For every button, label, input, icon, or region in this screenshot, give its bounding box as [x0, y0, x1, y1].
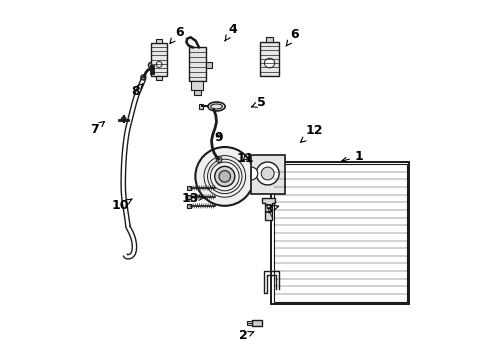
Bar	[151, 43, 167, 76]
Bar	[156, 39, 162, 43]
Text: 6: 6	[285, 28, 298, 46]
Polygon shape	[261, 198, 275, 220]
Text: 9: 9	[214, 131, 223, 144]
Circle shape	[148, 62, 154, 68]
Bar	[205, 62, 212, 68]
Bar	[271, 162, 408, 304]
Text: 12: 12	[300, 124, 323, 142]
Text: 2: 2	[239, 329, 253, 342]
Bar	[156, 76, 162, 80]
Bar	[187, 195, 190, 199]
Circle shape	[261, 167, 274, 180]
Bar	[191, 81, 203, 90]
Text: 10: 10	[112, 199, 132, 212]
Bar	[265, 37, 273, 42]
Bar	[251, 155, 285, 194]
Bar	[251, 320, 262, 326]
Wedge shape	[251, 167, 257, 180]
Text: 3: 3	[264, 203, 278, 216]
Text: 5: 5	[251, 96, 265, 109]
Circle shape	[121, 117, 125, 121]
Bar	[187, 186, 190, 190]
Text: 4: 4	[224, 23, 237, 41]
Bar	[198, 104, 203, 109]
Bar	[247, 321, 251, 325]
Circle shape	[156, 62, 162, 67]
Text: 1: 1	[341, 150, 363, 163]
Circle shape	[214, 166, 234, 186]
Circle shape	[141, 75, 145, 80]
Text: 13: 13	[181, 192, 204, 205]
Bar	[274, 164, 406, 302]
Bar	[193, 90, 201, 95]
Text: 7: 7	[90, 122, 104, 136]
Bar	[187, 204, 190, 208]
Ellipse shape	[210, 104, 222, 109]
Bar	[260, 42, 278, 76]
Circle shape	[256, 162, 279, 185]
Circle shape	[216, 157, 222, 162]
Text: 6: 6	[170, 26, 183, 44]
Ellipse shape	[264, 58, 274, 68]
Circle shape	[195, 147, 254, 206]
Bar	[188, 47, 205, 81]
Circle shape	[219, 171, 230, 182]
Text: 8: 8	[131, 84, 142, 98]
Text: 11: 11	[236, 152, 253, 165]
